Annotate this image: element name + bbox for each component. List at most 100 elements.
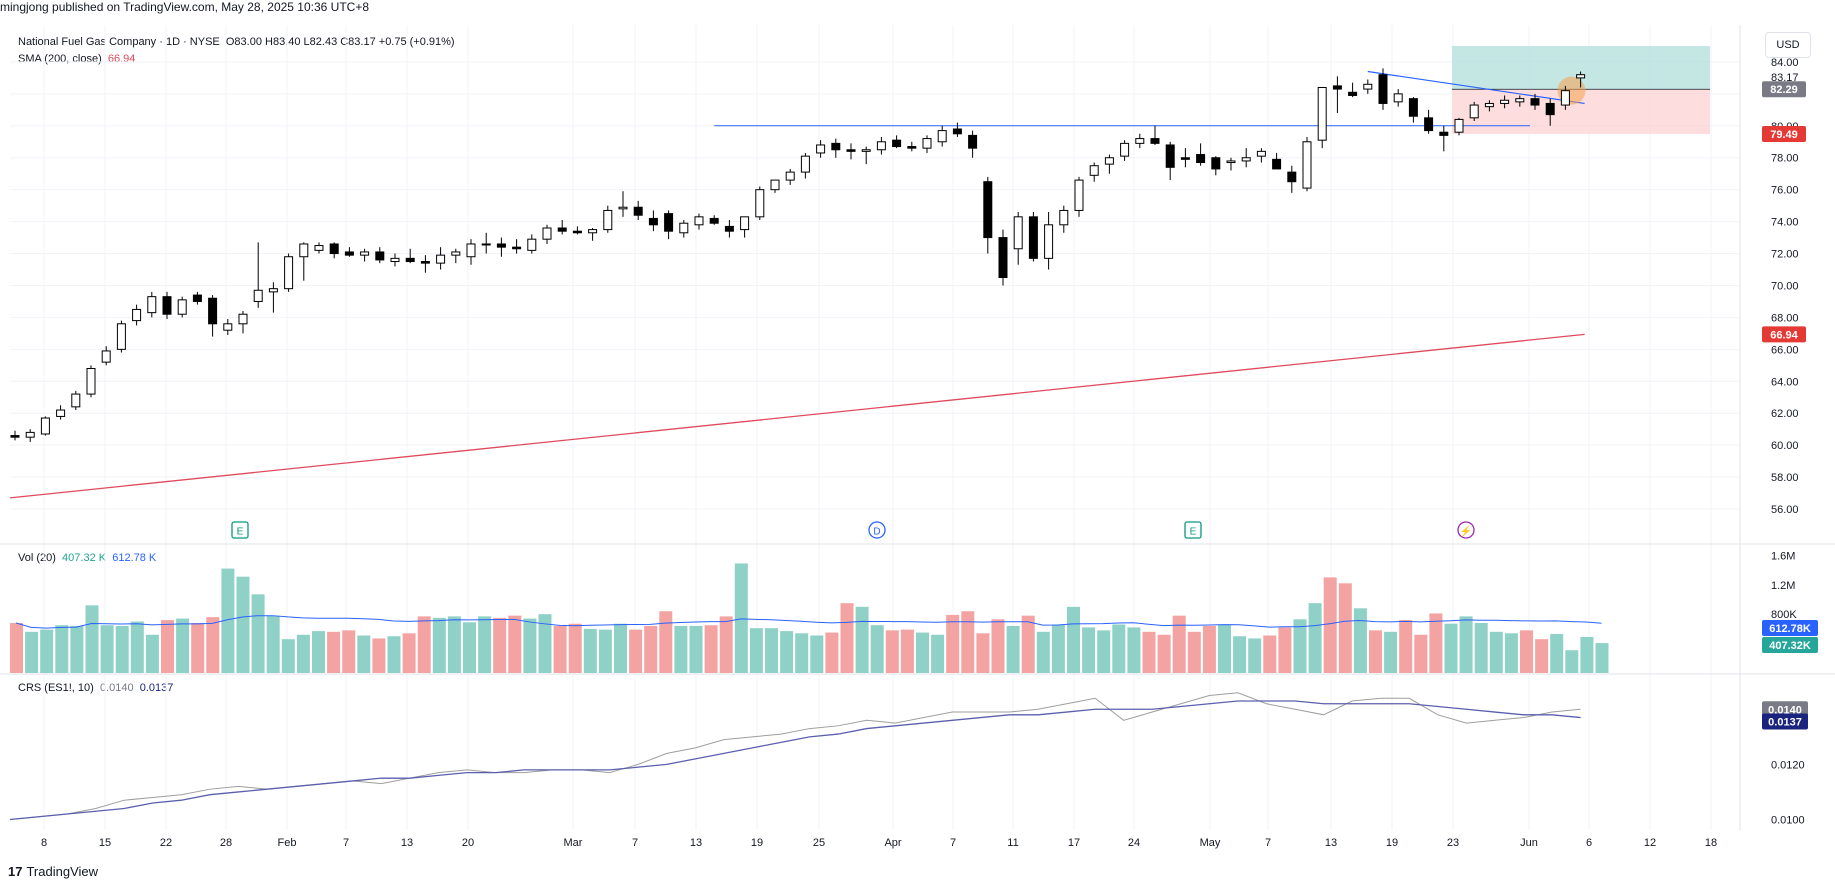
candle-body bbox=[1439, 131, 1449, 136]
candle-body bbox=[1226, 160, 1236, 164]
candle-body bbox=[1454, 118, 1464, 133]
candle-body bbox=[679, 222, 689, 234]
volume-bar bbox=[1187, 631, 1201, 673]
candle-body bbox=[816, 144, 826, 154]
candle-body bbox=[1074, 179, 1084, 211]
volume-bar bbox=[885, 630, 899, 673]
volume-bar bbox=[1097, 630, 1111, 673]
price-label-tag bbox=[1762, 81, 1806, 98]
candle-body bbox=[1393, 93, 1403, 103]
candle-body bbox=[223, 323, 233, 331]
candle-body bbox=[1028, 216, 1038, 259]
volume-tag bbox=[1762, 637, 1818, 654]
candle-body bbox=[71, 393, 81, 408]
brand-label: TradingView bbox=[26, 864, 99, 879]
volume-bar bbox=[825, 632, 839, 673]
candle-body bbox=[1408, 98, 1418, 117]
volume-bar bbox=[855, 606, 869, 673]
event-marker bbox=[231, 521, 249, 539]
volume-bar bbox=[900, 629, 914, 673]
volume-bar bbox=[1414, 634, 1428, 673]
time-axis-tick: 15 bbox=[99, 837, 111, 849]
price-axis-tick: 62.00 bbox=[1771, 408, 1799, 420]
candle-body bbox=[284, 256, 294, 290]
volume-bar bbox=[387, 636, 401, 673]
volume-bar bbox=[508, 615, 522, 673]
volume-bar bbox=[447, 616, 461, 673]
volume-bar bbox=[1399, 620, 1413, 673]
volume-bar bbox=[659, 611, 673, 673]
candle-body bbox=[1013, 216, 1023, 250]
candle-body bbox=[1363, 83, 1373, 90]
volume-bar bbox=[327, 631, 341, 673]
candle-body bbox=[25, 431, 35, 438]
candle-body bbox=[512, 246, 522, 250]
volume-bar bbox=[1338, 583, 1352, 673]
candle-body bbox=[998, 237, 1008, 278]
price-axis-tick: 83.17 bbox=[1771, 72, 1799, 84]
candle-body bbox=[1089, 165, 1099, 176]
volume-bar bbox=[734, 563, 748, 673]
candle-body bbox=[496, 243, 506, 248]
candle-body bbox=[1424, 117, 1434, 132]
volume-bar bbox=[568, 623, 582, 673]
candle-body bbox=[10, 435, 20, 438]
volume-bar bbox=[1142, 631, 1156, 673]
ohlc-values: O83.00 H83.40 L82.43 C83.17 +0.75 (+0.91… bbox=[225, 36, 455, 48]
candle-body bbox=[1256, 150, 1266, 157]
candle-body bbox=[344, 251, 354, 256]
volume-ma-value: 612.78 K bbox=[112, 552, 157, 564]
currency-button[interactable]: USD bbox=[1765, 32, 1811, 58]
volume-bar bbox=[206, 617, 220, 673]
volume-bar bbox=[1021, 615, 1035, 673]
volume-bar bbox=[1051, 624, 1065, 673]
time-axis-tick: 25 bbox=[813, 837, 825, 849]
time-axis-tick: 11 bbox=[1007, 837, 1018, 849]
price-label-value: 66.94 bbox=[1770, 329, 1798, 341]
time-axis-tick: 19 bbox=[1386, 837, 1398, 849]
time-axis-tick: 28 bbox=[220, 837, 232, 849]
time-axis-tick: 13 bbox=[401, 837, 413, 849]
price-axis-tick: 84.00 bbox=[1771, 57, 1799, 69]
candle-body bbox=[466, 243, 476, 258]
crs-axis-tick: 0.0120 bbox=[1771, 759, 1805, 771]
volume-bar bbox=[1308, 603, 1322, 673]
candle-body bbox=[147, 296, 157, 314]
candle-body bbox=[56, 409, 66, 417]
candle-body bbox=[1515, 98, 1525, 103]
event-marker-label: D bbox=[873, 527, 880, 538]
volume-bar bbox=[1474, 623, 1488, 673]
volume-bar bbox=[1444, 623, 1458, 673]
price-axis-tick: 66.00 bbox=[1771, 344, 1799, 356]
candle-body bbox=[1196, 154, 1206, 164]
time-axis-tick: 22 bbox=[160, 837, 172, 849]
time-axis-tick: May bbox=[1200, 837, 1221, 849]
time-axis-tick: 19 bbox=[751, 837, 763, 849]
time-axis-tick: 18 bbox=[1705, 837, 1717, 849]
candle-body bbox=[542, 227, 552, 240]
price-axis-tick: 64.00 bbox=[1771, 376, 1799, 388]
volume-bar bbox=[10, 623, 23, 673]
time-axis-tick: 23 bbox=[1447, 837, 1459, 849]
volume-bar bbox=[1067, 606, 1080, 673]
volume-bar bbox=[614, 623, 627, 673]
candle-body bbox=[1378, 74, 1388, 104]
candle-body bbox=[1044, 224, 1054, 259]
price-axis-tick: 72.00 bbox=[1771, 249, 1799, 261]
volume-bar bbox=[1157, 634, 1171, 673]
candle-body bbox=[694, 216, 704, 226]
price-axis-tick: 68.00 bbox=[1771, 312, 1799, 324]
volume-bar bbox=[1278, 627, 1292, 673]
volume-ma-line bbox=[15, 615, 1602, 629]
volume-bar bbox=[840, 603, 854, 673]
volume-bar bbox=[1202, 625, 1216, 673]
volume-bar bbox=[1263, 635, 1277, 673]
candle-body bbox=[755, 189, 765, 218]
volume-bar bbox=[1429, 613, 1443, 673]
crs-ma-value: 0.0137 bbox=[139, 682, 174, 694]
volume-bar bbox=[312, 631, 325, 673]
crs-tag-value: 0.0140 bbox=[1768, 704, 1802, 716]
crs-axis-tick: 0.0100 bbox=[1771, 814, 1805, 826]
candle-body bbox=[588, 229, 598, 234]
